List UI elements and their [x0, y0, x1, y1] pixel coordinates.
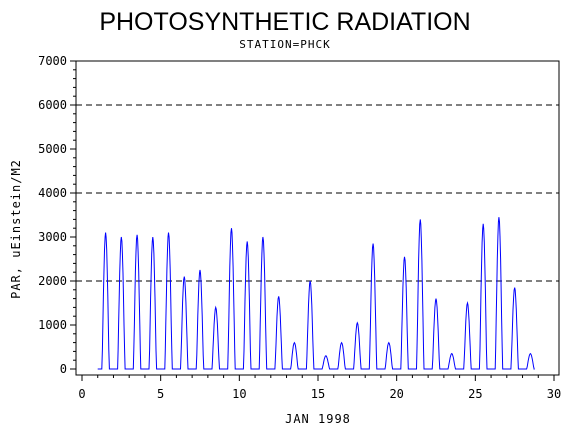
x-tick-label: 10 [232, 387, 246, 401]
y-axis: 0 1000 2000 3000 4000 5000 6000 7000 [38, 54, 76, 376]
y-tick-label: 0 [60, 362, 67, 376]
y-axis-label: PAR, uEinstein/M2 [9, 159, 23, 299]
chart-subtitle: STATION=PHCK [239, 38, 330, 51]
y-tick-label: 5000 [38, 142, 67, 156]
y-tick-label: 1000 [38, 318, 67, 332]
data-series [97, 217, 535, 370]
y-tick-label: 4000 [38, 186, 67, 200]
x-tick-label: 20 [389, 387, 403, 401]
y-tick-label: 2000 [38, 274, 67, 288]
x-tick-label: 0 [78, 387, 85, 401]
x-tick-label: 15 [311, 387, 325, 401]
chart-title: PHOTOSYNTHETIC RADIATION [99, 8, 470, 36]
plot-frame [75, 60, 560, 376]
x-tick-label: 25 [468, 387, 482, 401]
y-tick-label: 7000 [38, 54, 67, 68]
y-tick-label: 3000 [38, 230, 67, 244]
y-tick-label: 6000 [38, 98, 67, 112]
series-line [97, 217, 535, 370]
x-tick-label: 30 [547, 387, 561, 401]
reference-lines [76, 104, 559, 282]
x-axis-label: JAN 1998 [285, 412, 351, 426]
x-axis: 0 5 10 15 20 25 30 [78, 375, 561, 401]
x-tick-label: 5 [157, 387, 164, 401]
